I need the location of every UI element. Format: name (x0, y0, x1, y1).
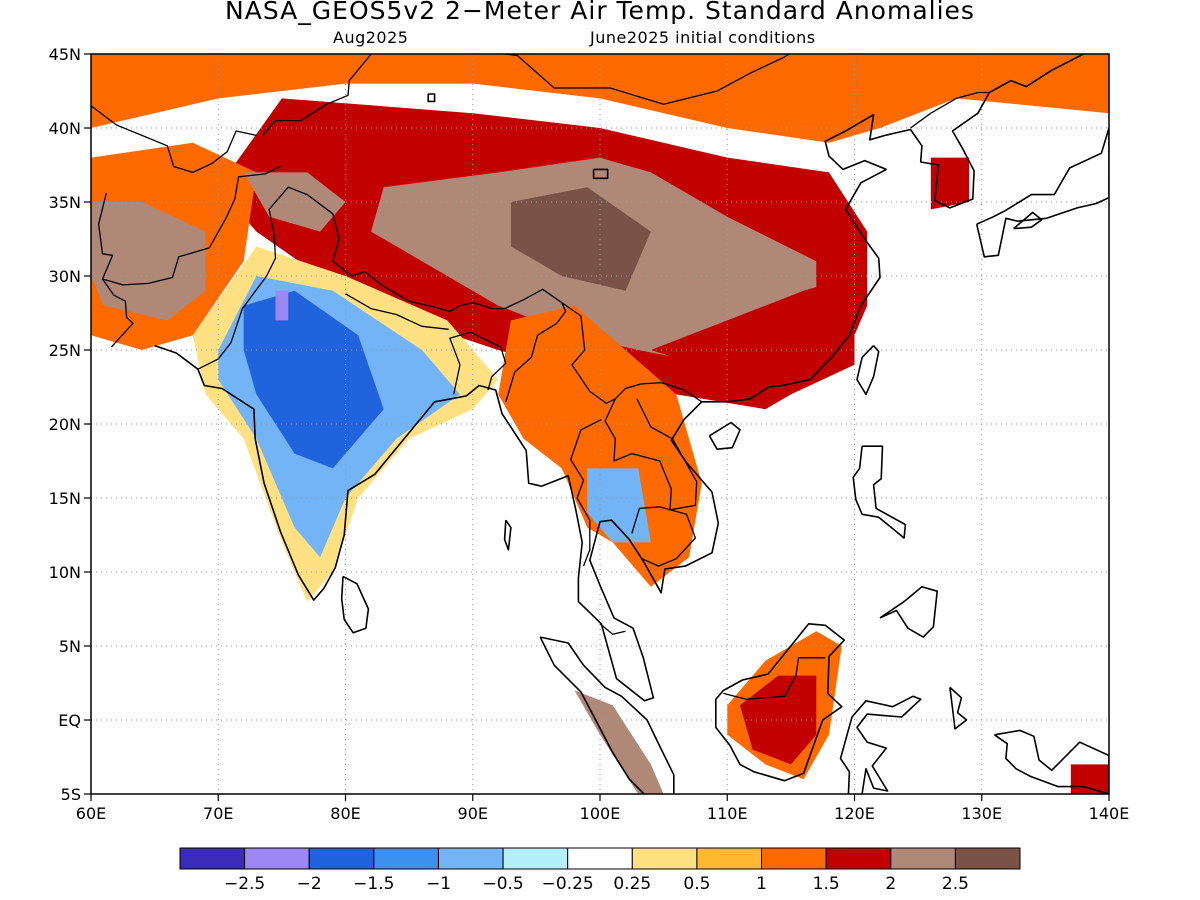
anomaly-region-new-guinea-red (1070, 764, 1109, 794)
colorbar-swatch-3 (373, 847, 439, 870)
colorbar-swatch-11 (890, 847, 956, 870)
colorbar-label-0: −2.5 (224, 874, 265, 894)
colorbar-swatch-0 (179, 847, 246, 870)
coastline-bay-area-lake (427, 93, 436, 103)
longitude-axis: 60E 70E 80E 90E 100E 110E 120E 130E 140E (76, 794, 1130, 823)
latitude-axis: 45N 40N 35N 30N 25N 20N 15N 10N 5N EQ 5S (49, 45, 91, 804)
coastline-halmahera (949, 686, 968, 730)
coastline-borneo (714, 622, 846, 782)
colorbar-label-7: 0.5 (683, 874, 710, 894)
colorbar-swatch-4 (438, 847, 504, 870)
border-borneo-inner (723, 657, 826, 700)
border-china-korea (910, 91, 990, 129)
border-bangla-ind (449, 331, 507, 395)
anomaly-region-tibet-dark-brown (510, 187, 651, 291)
map-title: NASA_GEOS5v2 2−Meter Air Temp. Standard … (225, 0, 975, 25)
lon-tick-label-110: 110E (707, 804, 748, 823)
lat-tick-label-25: 25N (49, 341, 81, 360)
colorbar-swatch-6 (567, 847, 633, 870)
border-laos (604, 398, 698, 511)
lon-tick-label-90: 90E (458, 804, 488, 823)
border-nepal-south (345, 293, 449, 330)
lat-tick-label-15: 15N (49, 489, 81, 508)
colorbar-swatch-1 (244, 847, 310, 870)
lat-tick-label-20: 20N (49, 415, 81, 434)
colorbar-label-5: −0.25 (542, 874, 594, 894)
colorbar-swatch-2 (308, 847, 375, 870)
border-iran-afghan (97, 192, 134, 348)
colorbar-label-3: −1 (426, 874, 451, 894)
lon-tick-label-80: 80E (330, 804, 360, 823)
border-china-kazakh (262, 54, 373, 136)
lat-tick-label-5: 5N (59, 637, 81, 656)
coastline-sulawesi (839, 695, 922, 794)
coastline-luzon (852, 445, 907, 539)
border-china-mongolia (500, 54, 791, 105)
anomaly-shading (91, 54, 1109, 794)
lon-tick-label-120: 120E (834, 804, 875, 823)
coastline-new-guinea (994, 729, 1109, 794)
colorbar-swatch-9 (761, 847, 827, 870)
colorbar: −2.5 −2 −1.5 −1 −0.5 −0.25 0.25 0.5 1 1.5 2 2.5 (179, 847, 1021, 894)
colorbar-swatch-8 (696, 847, 763, 870)
lat-tick-label-40: 40N (49, 119, 81, 138)
anomaly-region-karakoram-brown (243, 172, 346, 232)
border-pak-ind (197, 186, 567, 402)
initial-conditions: June2025 initial conditions (590, 28, 816, 47)
colorbar-label-2: −1.5 (353, 874, 394, 894)
lon-tick-label-60: 60E (76, 804, 106, 823)
coastline-kyushu-honshu (975, 127, 1109, 258)
coastline-hainan (708, 421, 741, 451)
anomaly-region-korea-red (930, 157, 969, 210)
coastlines (154, 54, 1109, 794)
anomaly-region-mainland-se-asia-warm (498, 305, 702, 587)
coastline-india-coast (154, 54, 1084, 702)
lon-tick-label-100: 100E (580, 804, 621, 823)
lat-tick-label-30: 30N (49, 267, 81, 286)
colorbar-swatch-5 (502, 847, 569, 870)
colorbar-label-8: 1 (756, 874, 767, 894)
border-afghan-pak (102, 165, 281, 286)
colorbar-label-10: 2 (885, 874, 896, 894)
colorbar-swatch-10 (825, 847, 892, 870)
colorbar-label-11: 2.5 (942, 874, 969, 894)
colorbar-swatch-7 (631, 847, 698, 870)
country-borders (91, 54, 990, 700)
colorbar-label-1: −2 (297, 874, 322, 894)
lat-tick-label-35: 35N (49, 193, 81, 212)
anomaly-region-iran-brown (91, 202, 206, 321)
colorbar-label-9: 1.5 (813, 874, 840, 894)
lat-tick-label-45: 45N (49, 45, 81, 64)
coastline-sri-lanka (340, 575, 370, 634)
coastline-taiwan (856, 345, 880, 396)
coastline-sumatra (539, 636, 675, 794)
colorbar-label-6: 0.25 (613, 874, 651, 894)
lat-tick-label--5: 5S (61, 785, 81, 804)
anomaly-region-india-purple (275, 290, 289, 321)
anomaly-region-china-south-red (650, 276, 855, 395)
anomaly-region-sumatra-brown (574, 690, 664, 794)
forecast-month: Aug2025 (333, 28, 409, 47)
lon-tick-label-140: 140E (1089, 804, 1130, 823)
coastline-mindanao (879, 585, 939, 638)
anomaly-region-india-cold-core (243, 290, 384, 469)
colorbar-swatch-12 (954, 847, 1021, 870)
border-myanmar-thai (570, 419, 602, 567)
anomaly-region-mongolia-north-china (91, 54, 1109, 143)
coastline-andaman (503, 519, 512, 551)
border-turkmen-uzbek (91, 105, 257, 174)
border-cambodia (631, 506, 697, 567)
coastline-qinghai-lake (592, 168, 609, 180)
lat-tick-label-0: EQ (58, 711, 81, 730)
lon-tick-label-70: 70E (203, 804, 233, 823)
lon-tick-label-130: 130E (961, 804, 1002, 823)
border-malaysia-thai (599, 623, 626, 635)
colorbar-label-4: −0.5 (482, 874, 523, 894)
coastline-shikoku (1013, 211, 1043, 230)
lat-tick-label-10: 10N (49, 563, 81, 582)
border-myanmar-china (561, 302, 703, 404)
